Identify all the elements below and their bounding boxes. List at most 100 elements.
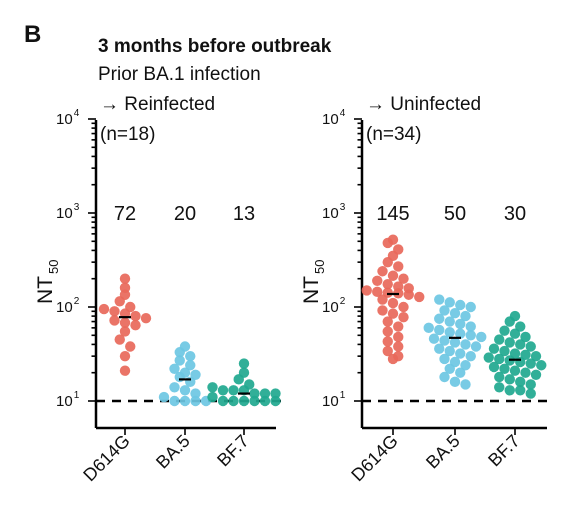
data-point [270,395,281,407]
data-point [130,310,141,322]
data-point [179,395,191,407]
data-point [465,321,476,332]
figure-subtitle: Prior BA.1 infection [98,64,261,85]
data-point [423,322,434,334]
data-point [382,256,393,268]
group-label: → Uninfected [366,94,481,115]
data-point [455,367,466,378]
data-point [499,345,510,357]
data-point [434,343,445,354]
x-tick-label: D614G [79,431,133,485]
y-axis-label: NT 50 [34,260,61,304]
y-tick-base: 10 [56,205,73,222]
data-point [444,326,455,338]
data-point [439,335,450,346]
data-point [403,289,414,300]
data-point [504,316,515,327]
data-point [382,278,393,290]
y-tick-base: 10 [56,111,73,128]
data-point [361,285,372,296]
data-point [494,334,505,345]
data-point [259,388,271,399]
y-tick-label: 101 [56,390,80,410]
data-point [169,363,180,375]
data-point [449,337,461,348]
y-tick-base: 10 [322,111,339,128]
x-tick-label: BA.5 [152,431,194,473]
data-point [428,333,440,344]
data-point [434,294,445,305]
data-point [119,350,131,362]
data-point [119,365,131,376]
data-point [393,341,404,352]
data-point [238,358,250,369]
x-tick-label: BF.7 [484,431,524,471]
data-point [398,273,409,284]
y-tick-exponent: 2 [340,296,346,307]
data-point [249,395,260,407]
data-point [444,345,455,357]
y-axis-label-sub: 50 [46,260,61,274]
data-point [140,313,152,324]
data-point [449,307,461,319]
y-tick-base: 10 [56,299,73,316]
geometric-mean-label: 13 [233,203,255,225]
data-point [509,365,521,376]
data-point [476,331,487,343]
data-point [238,395,250,407]
data-point [387,308,399,319]
y-axis-label-sub: 50 [312,260,327,274]
data-point [393,261,404,272]
x-tick-label: BA.5 [422,431,464,473]
data-point [125,341,136,352]
y-tick-base: 10 [322,393,339,410]
data-point [109,306,120,317]
data-point [119,326,131,337]
y-axis-label-main: NT [34,276,57,304]
y-axis-label: NT 50 [300,260,327,304]
geometric-mean-label: 72 [114,203,136,225]
y-tick-label: 103 [322,202,346,222]
data-point [382,237,393,249]
data-point [114,334,125,345]
data-point [494,382,505,393]
data-point [377,294,388,305]
data-point [504,374,515,385]
data-point [515,339,526,350]
y-tick-exponent: 4 [340,108,346,119]
data-point [174,347,185,358]
data-point [455,318,466,330]
data-point [455,299,466,311]
data-point [520,349,531,361]
data-point [382,316,393,327]
data-point [504,337,515,348]
data-point [377,266,388,277]
data-point [525,388,536,399]
data-point [488,343,500,354]
y-tick-exponent: 3 [340,202,346,213]
x-tick-label: D614G [347,431,401,485]
y-tick-exponent: 1 [340,390,346,401]
data-point [387,297,399,309]
geometric-mean-label: 145 [376,203,409,225]
data-point [179,385,191,396]
data-point [515,376,526,388]
data-point [494,353,505,365]
data-point [387,270,399,281]
data-point [530,350,542,362]
data-point [483,352,494,363]
data-point [488,361,500,373]
data-point [158,391,170,403]
data-point [525,358,536,369]
data-point [393,321,404,332]
data-point [465,350,476,362]
data-point [228,385,239,396]
data-point [515,385,526,396]
data-point [190,388,201,399]
geometric-mean-label: 20 [174,203,196,225]
data-point [444,297,455,308]
y-tick-exponent: 1 [74,390,80,401]
data-point [520,367,531,378]
data-point [174,371,185,383]
